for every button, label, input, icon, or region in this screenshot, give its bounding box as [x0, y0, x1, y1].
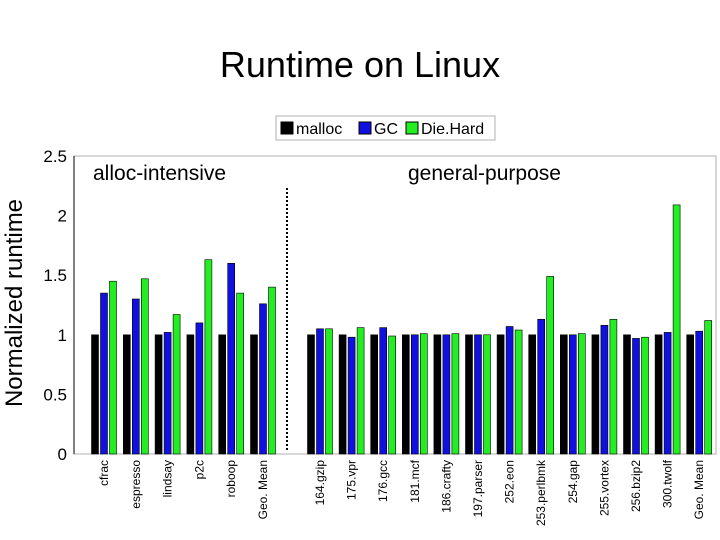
bar-gc: [347, 336, 356, 455]
bar-malloc: [186, 334, 195, 455]
category-label: 186.crafty: [439, 460, 453, 513]
bar-diehard: [388, 335, 397, 455]
bar-malloc: [686, 334, 695, 455]
bar-diehard: [109, 280, 117, 455]
bar-gc: [505, 326, 514, 455]
bar-gc: [568, 334, 577, 455]
bar-gc: [663, 332, 672, 455]
bar-malloc: [654, 334, 663, 455]
legend-swatch-gc: [358, 121, 372, 135]
bars: [91, 204, 713, 455]
bar-gc: [537, 318, 546, 455]
category-label: 175.vpr: [345, 460, 359, 500]
category-label: 252.eon: [503, 460, 517, 503]
bar-diehard: [546, 276, 555, 455]
bar-diehard: [483, 334, 491, 455]
category-label: Geo. Mean: [692, 460, 706, 519]
y-tick-labels: 0 0.5 1 1.5 2 2.5: [43, 147, 67, 464]
bar-diehard: [325, 328, 333, 455]
bar-malloc: [401, 334, 410, 455]
legend-swatch-malloc: [280, 121, 294, 135]
category-label: 181.mcf: [408, 459, 422, 502]
bar-diehard: [141, 278, 149, 455]
category-label: cfrac: [97, 460, 111, 486]
bar-gc: [132, 298, 140, 455]
bar-gc: [474, 334, 482, 455]
bar-diehard: [609, 318, 618, 455]
bar-malloc: [154, 334, 163, 455]
y-tick-label: 1.5: [43, 266, 67, 285]
bar-gc: [632, 338, 640, 455]
y-tick-label: 2: [58, 207, 67, 226]
bar-gc: [100, 292, 108, 455]
bar-malloc: [338, 334, 347, 455]
y-tick-label: 2.5: [43, 147, 67, 166]
bar-gc: [695, 330, 704, 455]
y-tick-label: 1: [58, 326, 67, 345]
bar-gc: [227, 262, 235, 455]
bar-diehard: [577, 333, 586, 455]
category-label: roboop: [224, 460, 238, 498]
category-labels: cfrac espresso lindsay p2c roboop Geo. Mean 16…: [97, 459, 706, 526]
category-label: 300.twolf: [661, 459, 675, 508]
y-axis-title: Normalized runtime: [1, 199, 28, 407]
bar-malloc: [465, 334, 473, 455]
bar-diehard: [172, 314, 181, 455]
slide-title: Runtime on Linux: [219, 44, 501, 85]
category-label: 254.gap: [566, 460, 580, 504]
bar-malloc: [250, 334, 258, 455]
category-label: lindsay: [161, 460, 175, 497]
bar-malloc: [528, 334, 537, 455]
category-label: 255.vortex: [597, 460, 611, 516]
y-tick-label: 0: [58, 445, 67, 464]
bar-diehard: [704, 320, 713, 455]
region-label-general-purpose: general-purpose: [408, 162, 561, 185]
bar-gc: [442, 334, 451, 455]
bar-malloc: [370, 334, 379, 455]
legend-box: [275, 115, 496, 141]
bar-malloc: [496, 334, 505, 455]
y-tick-label: 0.5: [43, 385, 67, 404]
bar-diehard: [236, 292, 244, 455]
bar-malloc: [218, 334, 226, 455]
bar-diehard: [419, 333, 428, 455]
category-label: p2c: [192, 460, 206, 479]
legend: malloc GC Die.Hard: [275, 115, 496, 141]
bar-gc: [195, 322, 204, 455]
legend-label-malloc: malloc: [296, 121, 342, 138]
category-label: 197.parser: [471, 460, 485, 517]
bar-diehard: [356, 327, 365, 455]
legend-label-diehard: Die.Hard: [421, 121, 484, 138]
category-label: 164.gzip: [313, 460, 327, 506]
bar-malloc: [123, 334, 131, 455]
bar-diehard: [204, 259, 213, 455]
bar-gc: [316, 328, 324, 455]
bar-diehard: [641, 336, 649, 455]
bar-diehard: [514, 329, 523, 455]
bar-gc: [379, 327, 388, 455]
bar-gc: [163, 332, 172, 455]
bar-diehard: [268, 286, 276, 455]
legend-swatch-diehard: [405, 121, 419, 135]
category-label: espresso: [129, 460, 143, 509]
bar-malloc: [91, 334, 99, 455]
bar-diehard: [672, 204, 681, 455]
category-label: 253.perlbmk: [534, 459, 548, 526]
category-label: 176.gcc: [376, 460, 390, 502]
bar-gc: [600, 324, 609, 455]
bar-malloc: [591, 334, 600, 455]
legend-label-gc: GC: [374, 121, 398, 138]
bar-malloc: [623, 334, 631, 455]
category-label: 256.bzip2: [629, 460, 643, 512]
category-label: Geo. Mean: [256, 460, 270, 519]
bar-diehard: [451, 333, 460, 455]
bar-malloc: [559, 334, 568, 455]
bar-malloc: [307, 334, 315, 455]
bar-malloc: [433, 334, 442, 455]
bar-gc: [259, 303, 267, 455]
region-label-alloc-intensive: alloc-intensive: [93, 162, 226, 185]
bar-gc: [410, 334, 419, 455]
